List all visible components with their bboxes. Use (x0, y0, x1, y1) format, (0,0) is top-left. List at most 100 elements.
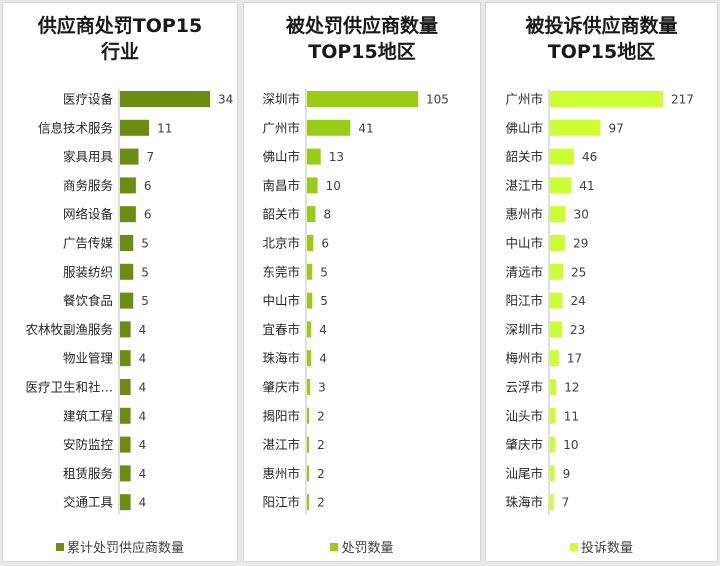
bar (550, 91, 663, 107)
bar (307, 350, 312, 367)
data-label: 4 (139, 409, 147, 423)
category-label: 租赁服务 (63, 466, 113, 481)
legend: 累计处罚供应商数量 (3, 537, 237, 556)
data-label: 4 (319, 323, 327, 337)
category-label: 汕尾市 (505, 466, 543, 481)
category-label: 云浮市 (505, 380, 543, 395)
bar (120, 148, 139, 165)
data-label: 7 (562, 496, 570, 510)
bar (307, 292, 313, 309)
data-label: 30 (574, 208, 589, 222)
data-label: 5 (320, 265, 328, 279)
bar-chart-industry: 医疗设备 34 信息技术服务 11 家具用具 7 商务服务 6 网络设备 6 广告传媒 5 服装纺织 5 餐… (25, 89, 233, 515)
legend-label: 处罚数量 (341, 541, 394, 556)
bar (550, 350, 559, 367)
category-label: 广告传媒 (63, 236, 114, 251)
category-label: 商务服务 (63, 178, 113, 193)
legend-label: 累计处罚供应商数量 (66, 541, 184, 556)
chart-title: 被处罚供应商数量 TOP15地区 (244, 13, 480, 65)
chart-title: 供应商处罚TOP15 行业 (3, 13, 237, 65)
bar (120, 407, 131, 424)
category-label: 餐饮食品 (63, 293, 113, 308)
data-label: 24 (570, 294, 585, 308)
category-label: 佛山市 (262, 149, 300, 164)
bar (550, 379, 557, 395)
chart-panel-complaint-region: 被投诉供应商数量 TOP15地区 广州市 217 佛山市 97 韶关市 46 湛江市 41 惠州… (485, 2, 718, 562)
bar (120, 494, 131, 511)
data-label: 13 (329, 150, 344, 164)
category-label: 湛江市 (505, 178, 543, 193)
category-label: 医疗卫生和社… (25, 380, 113, 395)
data-label: 11 (564, 409, 579, 423)
data-label: 29 (573, 237, 588, 251)
bar (120, 379, 131, 395)
data-label: 9 (563, 467, 571, 481)
category-label: 汕头市 (505, 408, 543, 423)
category-label: 广州市 (262, 120, 300, 135)
legend-swatch (330, 543, 339, 551)
data-label: 97 (609, 121, 624, 135)
bar (120, 292, 134, 309)
chart-title-line-2: TOP15地区 (308, 41, 416, 63)
category-label: 韶关市 (505, 149, 543, 164)
chart-title-line-1: 供应商处罚TOP15 (37, 15, 203, 37)
data-label: 7 (147, 150, 155, 164)
category-label: 湛江市 (262, 437, 300, 452)
bar (307, 436, 310, 453)
legend-swatch (55, 543, 64, 551)
bar (120, 206, 136, 223)
legend: 投诉数量 (486, 537, 717, 556)
bar (307, 379, 311, 395)
bar (550, 465, 555, 482)
data-label: 4 (139, 323, 147, 337)
data-label: 217 (671, 93, 694, 107)
bar (120, 235, 134, 251)
chart-panel-industry: 供应商处罚TOP15 行业 医疗设备 34 信息技术服务 11 家具用具 7 商务服务 6 网络… (2, 2, 238, 562)
bar (307, 321, 312, 338)
category-label: 南昌市 (262, 178, 300, 193)
category-label: 珠海市 (262, 351, 300, 366)
category-label: 肇庆市 (505, 437, 543, 452)
data-label: 6 (321, 237, 329, 251)
category-label: 珠海市 (505, 495, 543, 510)
chart-panel-penalty-region: 被处罚供应商数量 TOP15地区 深圳市 105 广州市 41 佛山市 13 南昌市 10 韶关… (243, 2, 481, 562)
bar (550, 494, 554, 511)
data-label: 12 (564, 381, 579, 395)
bar-chart-penalty-region: 深圳市 105 广州市 41 佛山市 13 南昌市 10 韶关市 8 北京市 6 东莞市 5 中山市 5 宜春市… (262, 89, 449, 515)
bar (307, 177, 318, 194)
data-label: 8 (323, 208, 331, 222)
bar (120, 263, 134, 280)
bar (307, 148, 321, 165)
data-label: 6 (144, 208, 152, 222)
category-label: 中山市 (262, 293, 300, 308)
category-label: 物业管理 (63, 351, 114, 366)
category-label: 深圳市 (262, 92, 300, 107)
bar (550, 263, 564, 280)
category-label: 惠州市 (262, 466, 300, 481)
category-label: 网络设备 (63, 207, 114, 222)
legend: 处罚数量 (244, 537, 480, 556)
category-label: 阳江市 (262, 495, 300, 510)
data-label: 17 (567, 352, 582, 366)
data-label: 4 (139, 496, 147, 510)
category-label: 梅州市 (505, 351, 543, 366)
category-label: 肇庆市 (262, 380, 300, 395)
chart-title-line-1: 被处罚供应商数量 (285, 15, 438, 37)
data-label: 4 (139, 352, 147, 366)
category-label: 深圳市 (505, 322, 543, 337)
category-label: 安防监控 (63, 437, 114, 452)
category-label: 惠州市 (505, 207, 543, 222)
category-label: 宜春市 (262, 322, 300, 337)
data-label: 2 (317, 467, 325, 481)
data-label: 5 (320, 294, 328, 308)
data-label: 6 (144, 179, 152, 193)
bar (307, 119, 351, 136)
bar (307, 235, 314, 251)
legend-label: 投诉数量 (580, 541, 633, 556)
bar (307, 465, 310, 482)
data-label: 34 (218, 93, 233, 107)
data-label: 4 (139, 381, 147, 395)
data-label: 41 (358, 121, 373, 135)
